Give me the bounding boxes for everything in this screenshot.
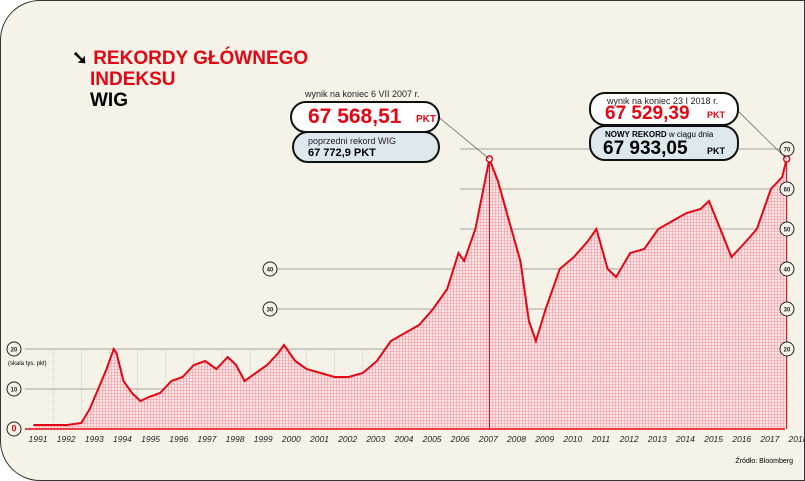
x-tick-label: 1991: [29, 434, 48, 444]
arrow-down-right-icon: ➘: [72, 48, 88, 69]
y-tick-label: 40: [784, 268, 791, 274]
callout-2007-value-box: 67 568,51 PKT: [290, 101, 440, 133]
x-tick-label: 2013: [647, 434, 667, 444]
wig-line: [33, 155, 788, 426]
y-tick-label: 70: [784, 148, 791, 154]
x-tick-label: 2005: [422, 434, 442, 444]
x-tick-label: 1998: [226, 434, 245, 444]
x-tick-label: 2014: [675, 434, 695, 444]
x-tick-label: 2011: [591, 434, 611, 444]
callout-leader: [435, 114, 490, 160]
x-tick-label: 2015: [703, 434, 723, 444]
title-line2: INDEKSU: [90, 69, 176, 90]
title-line3: WIG: [90, 90, 128, 111]
y-tick-label: 20: [784, 348, 791, 354]
x-tick-label: 2002: [337, 434, 357, 444]
y-tick-label: 20: [11, 348, 18, 354]
callout-2007-unit: PKT: [416, 114, 436, 125]
source-note: Źródło: Bloomberg: [735, 458, 793, 465]
x-tick-label: 2001: [309, 434, 329, 444]
y-tick-label: 40: [267, 268, 274, 274]
x-tick-label: 1999: [254, 434, 273, 444]
y-tick-label: 0: [11, 424, 16, 434]
x-tick-label: 2006: [450, 434, 470, 444]
title-line1: REKORDY GŁÓWNEGO: [93, 48, 309, 69]
callout-2007-caption: wynik na koniec 6 VII 2007 r.: [305, 89, 420, 99]
area-fill: [33, 159, 787, 429]
x-tick-label: 2000: [281, 434, 301, 444]
y-tick-circle: [262, 301, 278, 317]
callout-2018-caption: wynik na koniec 23 I 2018 r.: [607, 96, 719, 106]
y-tick-circle: [779, 181, 795, 197]
y-tick-label: 50: [784, 228, 791, 234]
y-axis-label: (skala tys. pkt): [8, 361, 47, 367]
x-tick-label: 2008: [506, 434, 526, 444]
x-tick-label: 2009: [534, 434, 554, 444]
new-record-value: 67 933,05: [603, 138, 688, 159]
y-tick-circle: [6, 341, 22, 357]
y-tick-label: 10: [11, 388, 18, 394]
new-record-suffix: w ciągu dnia: [668, 130, 714, 139]
x-tick-label: 2004: [393, 434, 413, 444]
y-tick-label: 30: [267, 308, 274, 314]
callout-2018-new-record-box: NOWY REKORD w ciągu dnia 67 933,05 PKT: [589, 125, 739, 161]
prev-record-value: 67 772,9 PKT: [308, 147, 376, 159]
x-tick-label: 1993: [85, 434, 104, 444]
y-tick-circle: [6, 381, 22, 397]
callout-2018-value: 67 529,39: [605, 103, 690, 124]
x-tick-label: 2017: [759, 434, 779, 444]
x-tick-label: 1996: [169, 434, 188, 444]
y-tick-label: 60: [784, 188, 791, 194]
x-tick-label: 2007: [478, 434, 498, 444]
chart-title: ➘ REKORDY GŁÓWNEGO INDEKSU WIG: [72, 48, 308, 111]
prev-record-label: poprzedni rekord WIG: [308, 136, 397, 146]
callout-2018-value-box: wynik na koniec 23 I 2018 r. 67 529,39 P…: [589, 92, 739, 126]
x-tick-label: 2012: [619, 434, 639, 444]
x-tick-label: 2010: [562, 434, 582, 444]
y-tick-circle: [779, 221, 795, 237]
y-tick-circle: [779, 141, 795, 157]
new-record-unit: PKT: [707, 146, 725, 156]
x-tick-label: 2016: [731, 434, 751, 444]
y-tick-circle: [262, 261, 278, 277]
x-tick-label: 2018: [788, 434, 805, 444]
x-tick-label: 2003: [365, 434, 385, 444]
new-record-label: NOWY REKORD: [605, 130, 667, 139]
callout-2007-prev-box: poprzedni rekord WIG 67 772,9 PKT: [292, 131, 440, 163]
y-tick-circle: [779, 261, 795, 277]
x-tick-label: 1994: [113, 434, 132, 444]
callout-2007-value: 67 568,51: [308, 105, 402, 128]
y-tick-circle: [6, 421, 22, 437]
callout-2018-unit: PKT: [707, 110, 725, 120]
y-tick-circle: [779, 301, 795, 317]
x-tick-label: 1997: [197, 434, 216, 444]
x-tick-label: 1992: [57, 434, 76, 444]
y-tick-label: 30: [784, 308, 791, 314]
callout-leader: [734, 107, 787, 160]
y-tick-circle: [779, 341, 795, 357]
x-tick-label: 1995: [141, 434, 160, 444]
